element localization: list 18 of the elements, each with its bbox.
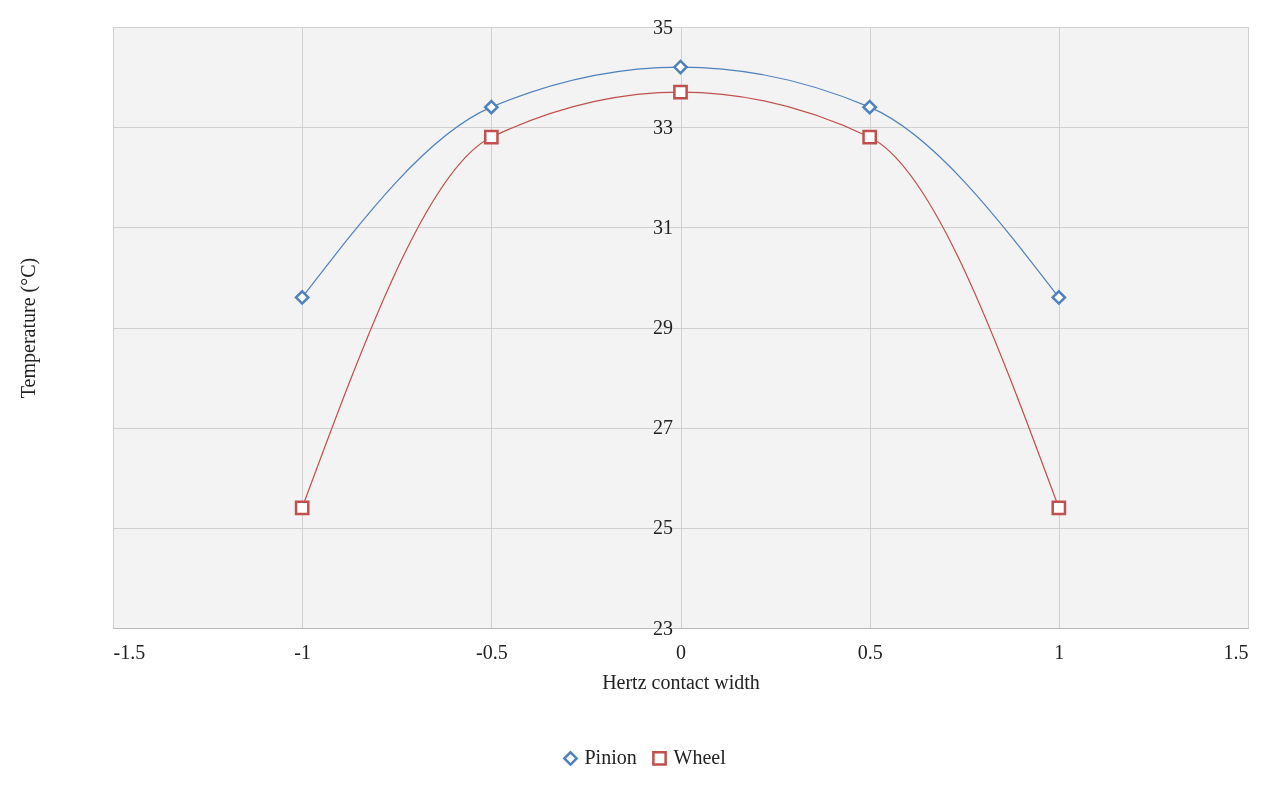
- x-tick-label: -1.5: [113, 640, 146, 663]
- y-tick-label: 23: [653, 616, 673, 639]
- x-axis-title: Hertz contact width: [602, 670, 760, 693]
- x-tick-label: 0: [676, 640, 686, 663]
- x-tick-label: -0.5: [476, 640, 508, 663]
- y-tick-label: 31: [653, 215, 673, 238]
- x-tick-label: -1: [294, 640, 311, 663]
- y-axis-title: Temperature (°C): [16, 257, 40, 399]
- y-tick-label: 29: [653, 316, 673, 338]
- legend-label: Pinion: [584, 746, 637, 769]
- y-tick-label: 27: [653, 416, 673, 439]
- x-tick-label: 1: [1054, 640, 1065, 663]
- y-tick-label: 25: [653, 516, 673, 539]
- y-tick-label: 35: [653, 15, 673, 38]
- legend-label: Wheel: [673, 746, 727, 769]
- x-tick-label: 1.5: [1223, 640, 1249, 663]
- y-tick-label: 33: [653, 115, 673, 138]
- x-tick-label: 0.5: [857, 640, 883, 663]
